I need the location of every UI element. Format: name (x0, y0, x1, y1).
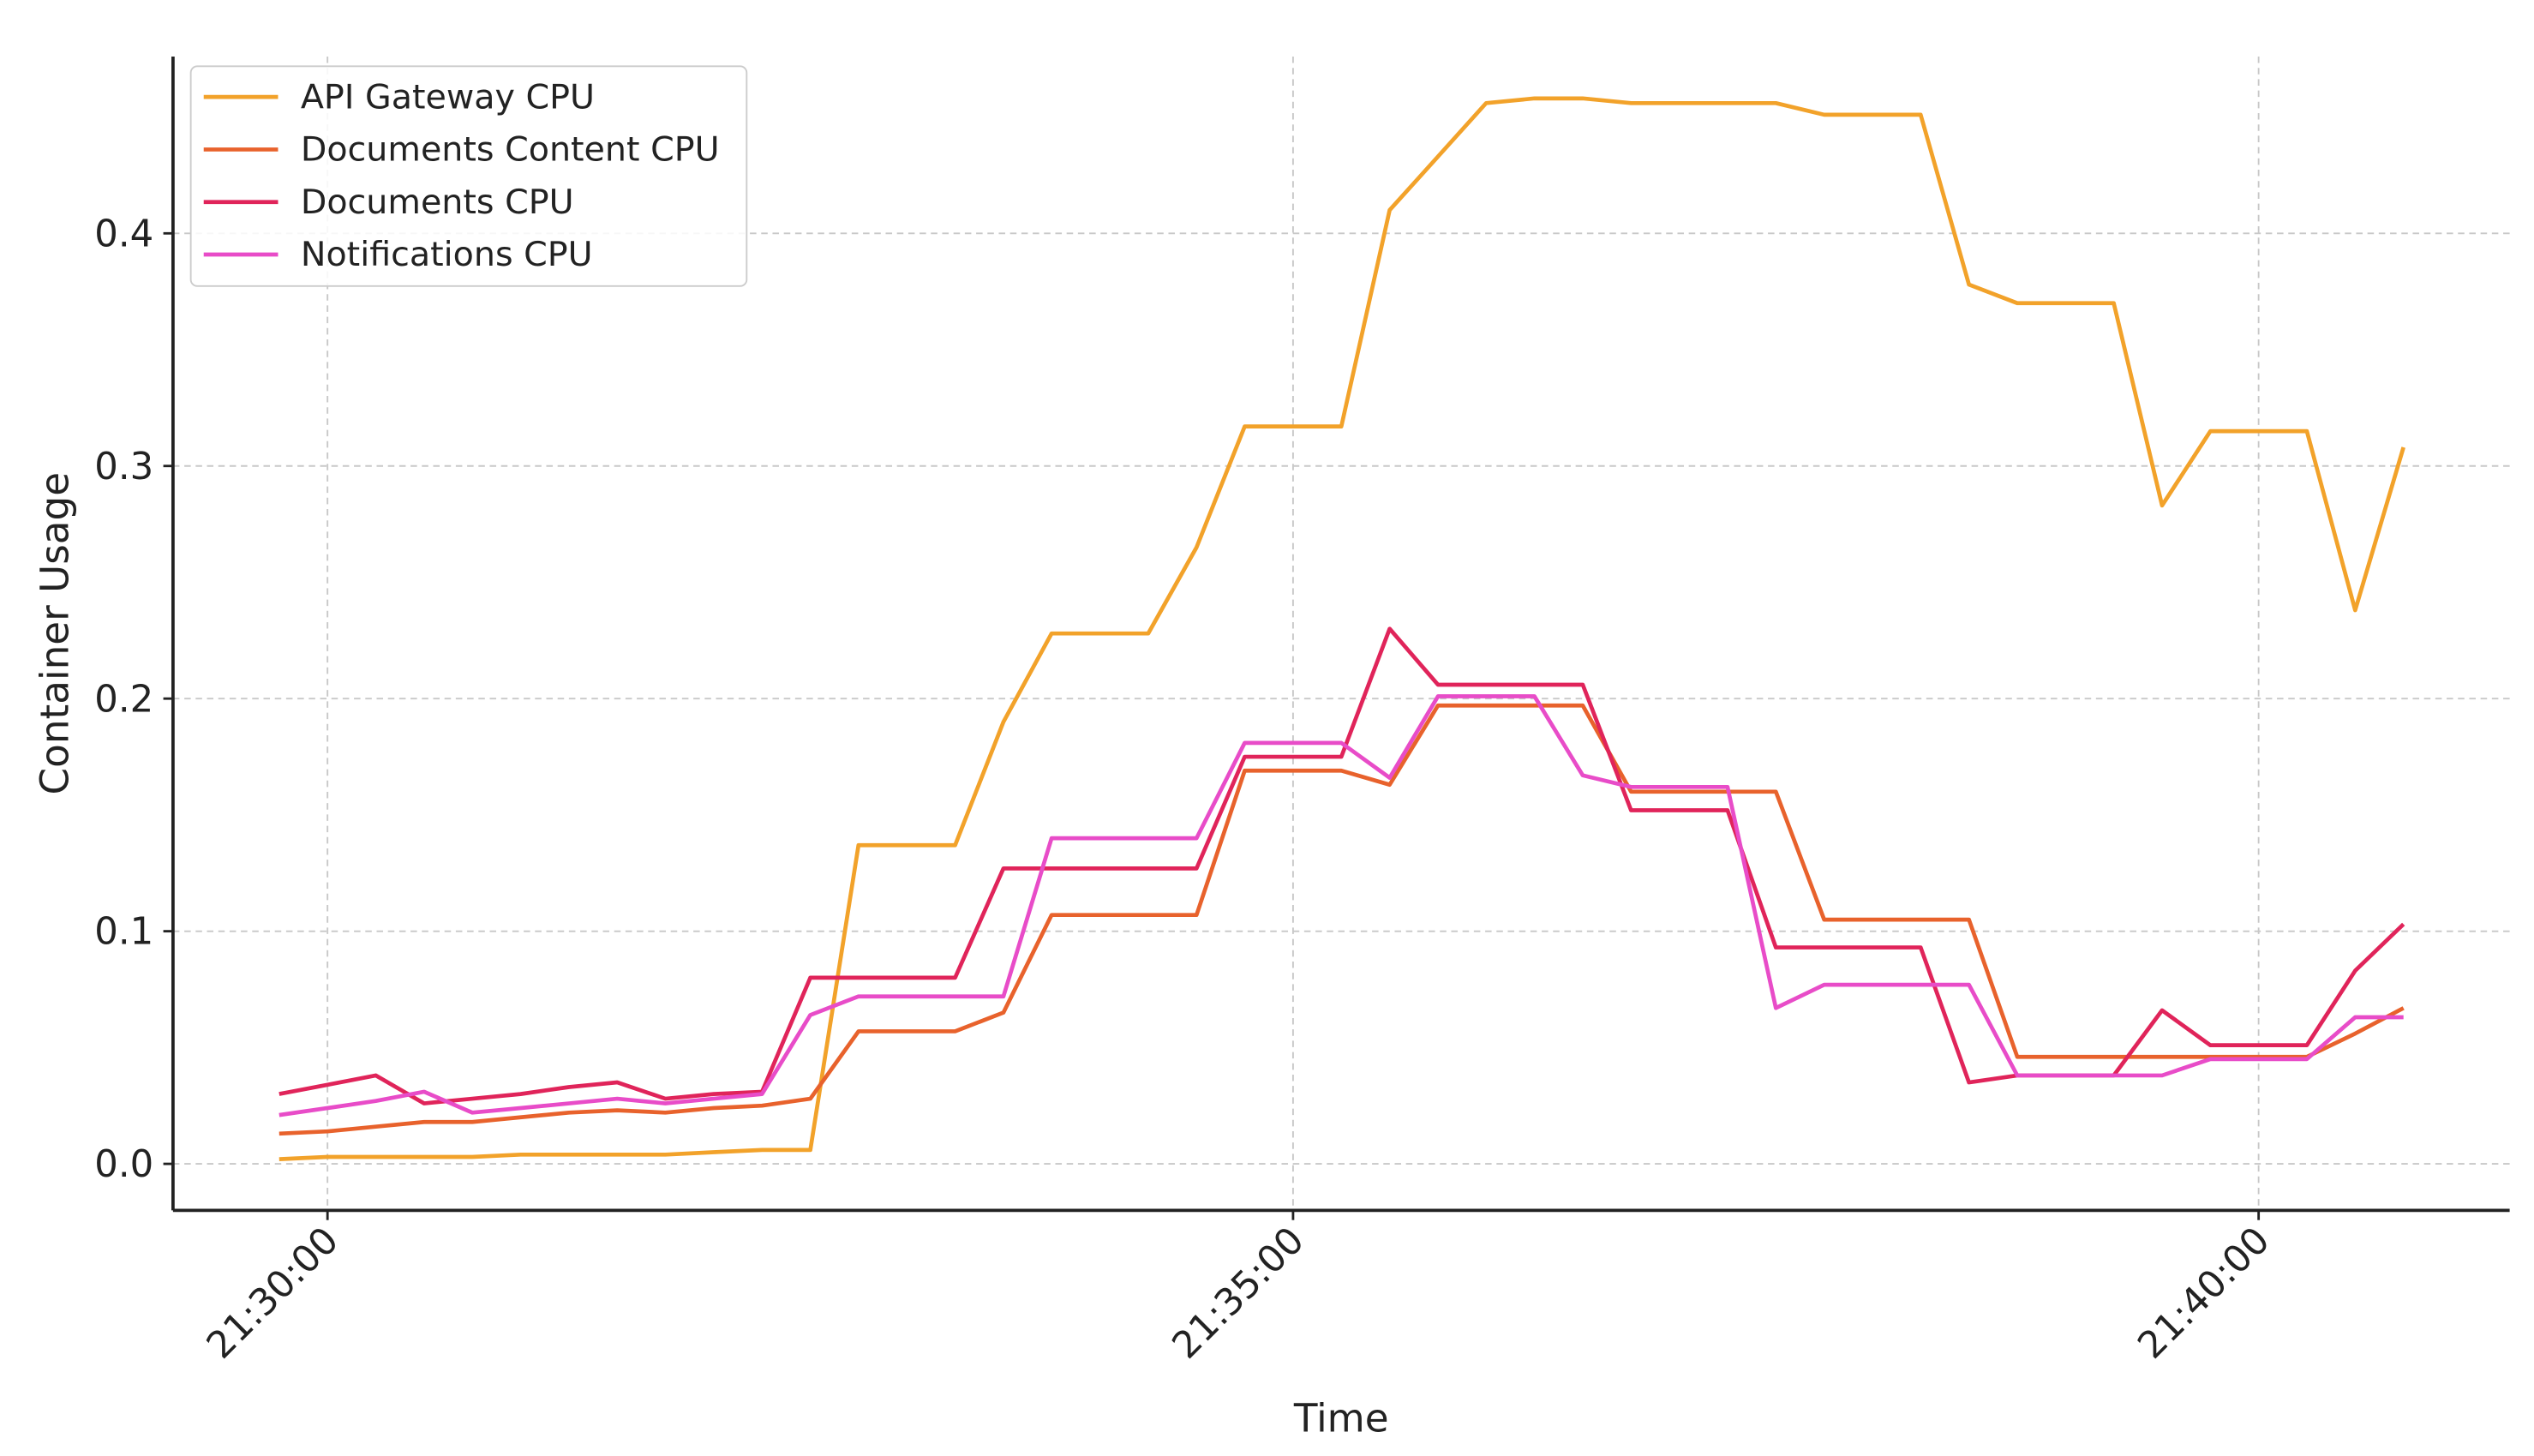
series-line (279, 703, 2405, 1136)
x-axis-label: Time (1293, 1396, 1389, 1441)
y-tick-label: 0.1 (94, 911, 153, 954)
legend-label: Documents Content CPU (301, 130, 720, 170)
y-tick-label: 0.0 (94, 1143, 153, 1186)
y-tick-label: 0.2 (94, 678, 153, 721)
y-axis-label: Container Usage (32, 472, 77, 795)
series-line (279, 96, 2405, 1161)
series-line (279, 626, 2405, 1105)
legend: API Gateway CPU Documents Content CPU Docu… (189, 65, 748, 287)
x-tick-label: 21:30:00 (199, 1219, 347, 1368)
legend-label: API Gateway CPU (301, 77, 595, 117)
legend-label: Notifications CPU (301, 235, 593, 274)
legend-label: Documents CPU (301, 183, 574, 222)
x-tick-label: 21:35:00 (1165, 1219, 1313, 1368)
series-line (279, 694, 2404, 1117)
x-tick-label: 21:40:00 (2130, 1219, 2278, 1368)
legend-box (189, 65, 748, 287)
y-tick-label: 0.3 (94, 446, 153, 488)
y-tick-label: 0.4 (94, 213, 153, 255)
